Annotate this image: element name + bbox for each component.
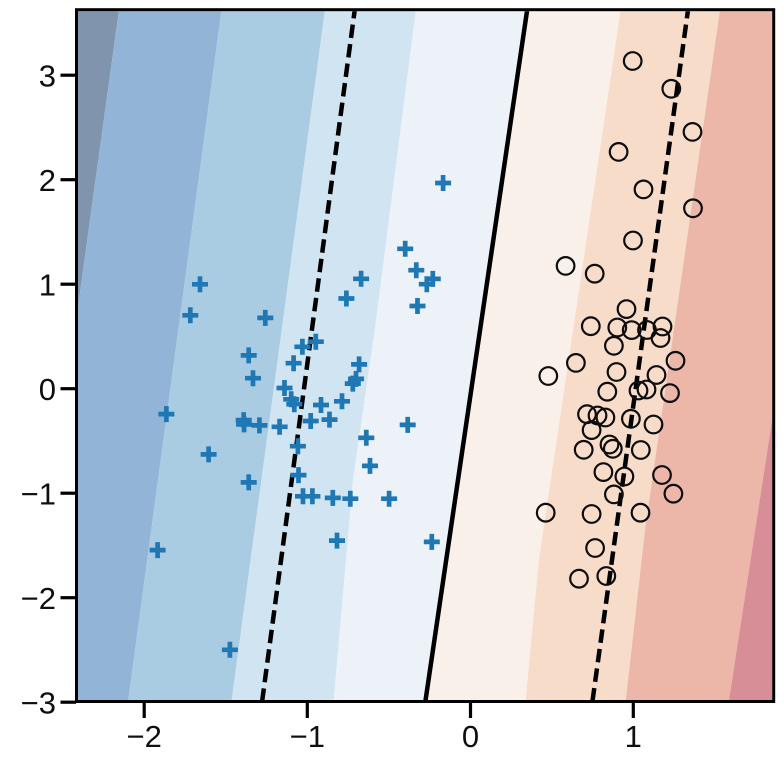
svg-text:−2: −2 xyxy=(21,581,56,616)
svg-text:−1: −1 xyxy=(21,477,56,512)
svg-text:0: 0 xyxy=(462,719,479,754)
svg-text:3: 3 xyxy=(39,59,56,94)
svg-text:−3: −3 xyxy=(21,686,56,721)
svg-text:1: 1 xyxy=(625,719,642,754)
svg-text:−1: −1 xyxy=(290,719,325,754)
svg-text:1: 1 xyxy=(39,268,56,303)
svg-text:0: 0 xyxy=(39,372,56,407)
svg-text:−2: −2 xyxy=(127,719,162,754)
svg-text:2: 2 xyxy=(39,163,56,198)
